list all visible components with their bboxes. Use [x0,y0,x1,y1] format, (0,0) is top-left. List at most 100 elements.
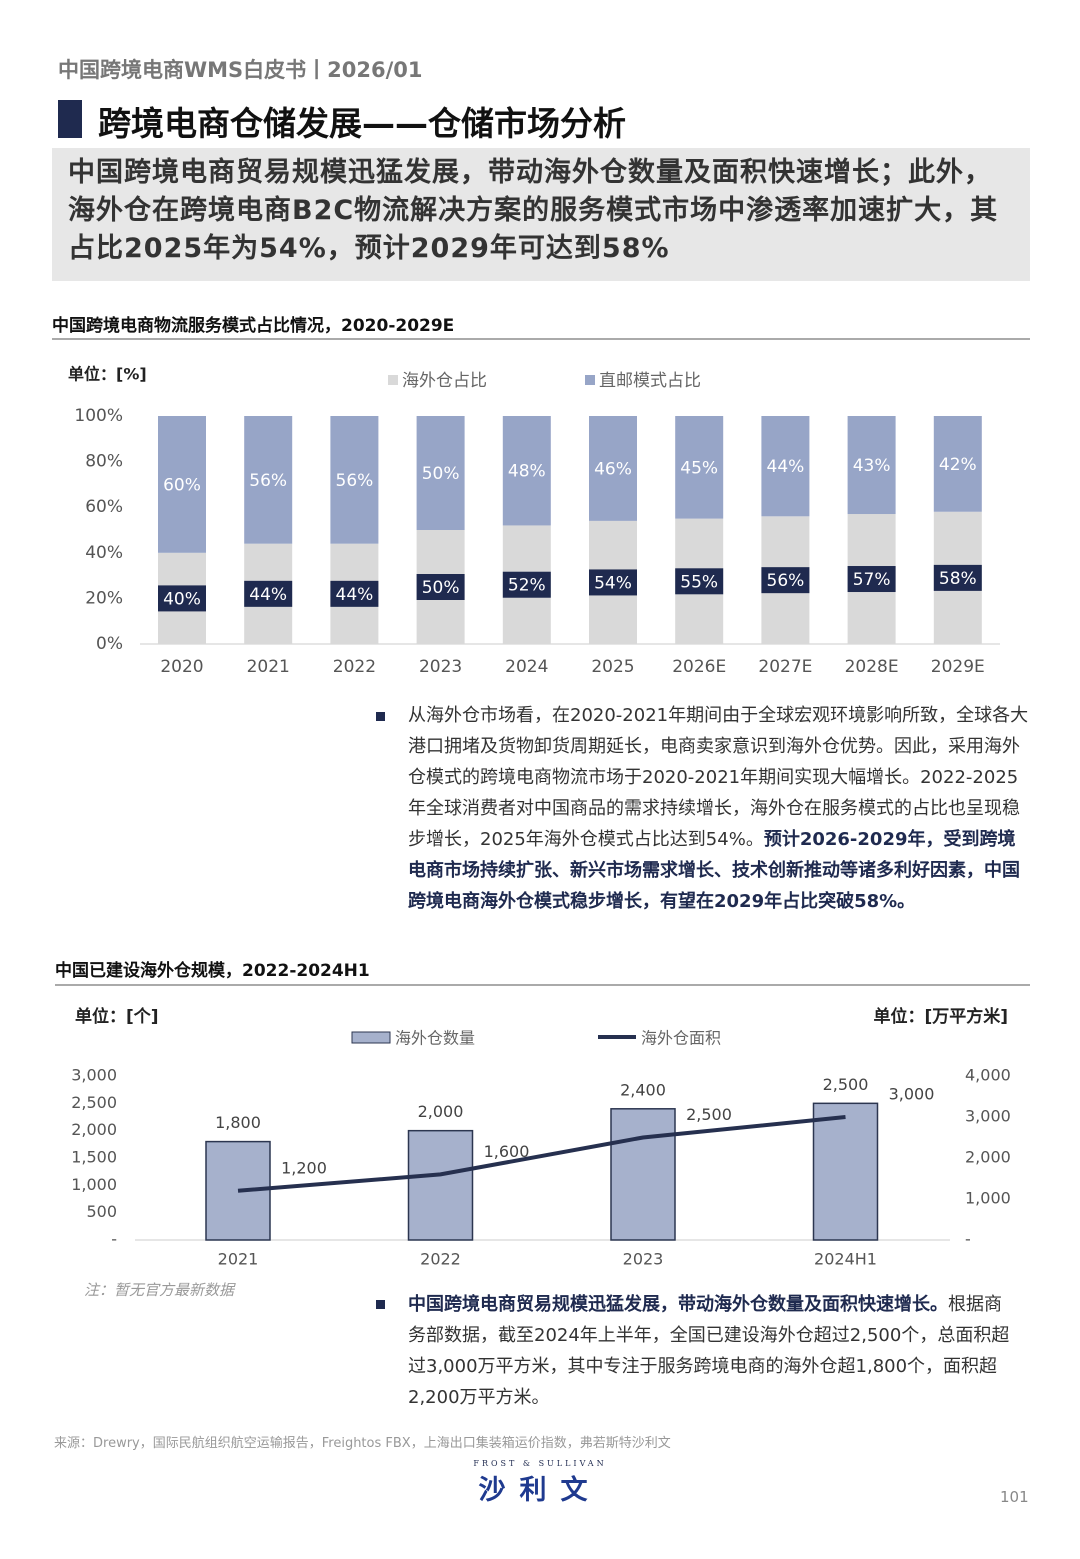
value-label: 57% [853,570,891,590]
logo-top: FROST & SULLIVAN [473,1459,607,1468]
x-tick-label: 2024 [505,657,548,677]
bar-segment [847,416,896,515]
label-box [330,580,379,607]
y-tick-label: 60% [85,497,123,517]
page-title: 跨境电商仓储发展——仓储市场分析 [98,104,626,143]
x-tick-label: 2029E [931,657,985,677]
label-box [589,569,637,596]
bar-segment [589,416,637,521]
legend-label: 海外仓数量 [395,1029,475,1048]
legend-swatch [351,1031,391,1044]
y2-tick-label: 2,000 [965,1148,1011,1167]
x-tick-label: 2023 [419,657,462,677]
paragraph-highlight: 预计2026-2029年，受到跨境电商市场持续扩张、新兴市场需求增长、技术创新推… [408,829,1020,912]
value-label: 2,400 [620,1080,666,1099]
value-label: 2,500 [823,1075,869,1094]
value-label: 46% [594,459,632,479]
value-label: 56% [249,471,287,491]
label-box [158,585,206,612]
value-label: 58% [939,569,977,589]
logo: 沙利文 [478,1475,602,1506]
label-box [244,580,293,607]
value-label: 50% [422,578,460,598]
y-tick-label: 2,500 [71,1093,117,1112]
paragraph-text: 从海外仓市场看，在2020-2021年期间由于全球宏观环境影响所致，全球各大港口… [408,705,1029,850]
title-bar [58,100,82,138]
y-tick-label: 0% [96,634,123,654]
value-label: 56% [767,571,805,591]
label-box [502,571,551,598]
value-label: 43% [853,456,891,476]
value-label: 1,200 [281,1158,327,1177]
value-label: 44% [336,585,374,605]
bullet [376,1300,385,1309]
x-tick-label: 2020 [160,657,203,677]
x-tick-label: 2023 [623,1250,664,1269]
x-tick-label: 2022 [333,657,376,677]
value-label: 45% [680,458,718,478]
legend-swatch [585,375,595,385]
value-label: 44% [767,457,805,477]
line [237,1115,846,1193]
y-tick-label: 100% [74,406,123,426]
y-tick-label: 3,000 [71,1066,117,1085]
source: 来源：Drewry，国际民航组织航空运输报告，Freightos FBX，上海出… [54,1436,671,1451]
legend-swatch [388,375,398,385]
legend-label: 海外仓面积 [641,1029,721,1048]
bar-segment [416,416,465,530]
value-label: 1,600 [484,1142,530,1161]
value-label: 56% [336,471,374,491]
x-tick-label: 2025 [591,657,634,677]
label-box [847,566,896,593]
bar-segment [330,416,379,544]
x-tick-label: 2021 [247,657,290,677]
y-tick-label: 2,000 [71,1120,117,1139]
x-tick-label: 2024H1 [814,1250,877,1269]
y-tick-label: 80% [85,452,123,472]
bar-segment [933,416,982,512]
y-tick-label: 500 [86,1202,117,1221]
header-subtitle: 中国跨境电商WMS白皮书丨2026/01 [58,58,423,82]
value-label: 44% [249,585,287,605]
y2-tick-label: 1,000 [965,1189,1011,1208]
unit-label: 单位：[个] [75,1006,159,1027]
y-tick-label: 1,000 [71,1175,117,1194]
y2-tick-label: - [965,1230,971,1249]
value-label: 55% [680,572,718,592]
y-tick-label: - [111,1230,117,1249]
x-tick-label: 2026E [672,657,726,677]
legend-label: 海外仓占比 [402,371,487,391]
value-label: 48% [508,462,546,482]
value-label: 1,800 [215,1113,261,1132]
value-label: 40% [163,589,201,609]
y-tick-label: 1,500 [71,1148,117,1167]
label-box [416,574,465,600]
y2-tick-label: 4,000 [965,1066,1011,1085]
label-box [675,568,724,595]
value-label: 2,000 [418,1102,464,1121]
paragraph: 从海外仓市场看，在2020-2021年期间由于全球宏观环境影响所致，全球各大港口… [408,700,1033,917]
legend-label: 直邮模式占比 [599,371,701,391]
page-number: 101 [1000,1488,1029,1506]
chart-title: 中国已建设海外仓规模，2022-2024H1 [55,960,370,981]
bar [812,1102,879,1241]
unit-label: 单位：[%] [68,365,147,384]
y-tick-label: 40% [85,543,123,563]
bullet [376,712,385,721]
x-tick-label: 2027E [758,657,812,677]
paragraph-text: 根据商务部数据，截至2024年上半年，全国已建设海外仓超过2,500个，总面积超… [408,1294,1010,1408]
paragraph: 中国跨境电商贸易规模迅猛发展，带动海外仓数量及面积快速增长。根据商务部数据，截至… [408,1289,1018,1413]
label-box [933,564,982,591]
chart-title: 中国跨境电商物流服务模式占比情况，2020-2029E [52,315,454,336]
note: 注：暂无官方最新数据 [84,1281,235,1299]
x-tick-label: 2021 [218,1250,259,1269]
value-label: 52% [508,576,546,596]
y2-tick-label: 3,000 [965,1107,1011,1126]
value-label: 2,500 [686,1105,732,1124]
label-box [761,567,810,594]
value-label: 50% [422,464,460,484]
value-label: 60% [163,475,201,495]
y-tick-label: 20% [85,588,123,608]
